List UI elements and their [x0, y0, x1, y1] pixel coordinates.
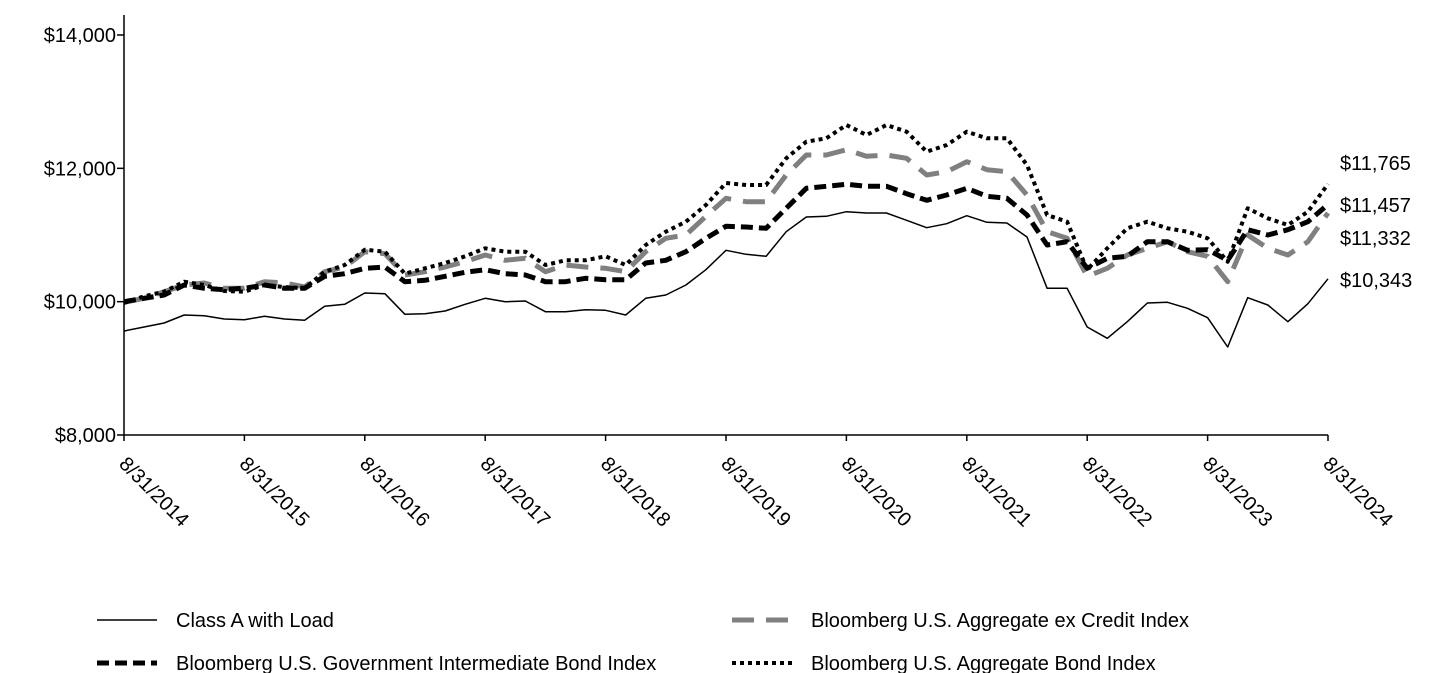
- y-tick-label: $14,000: [44, 25, 116, 47]
- legend-label: Class A with Load: [176, 610, 334, 632]
- x-tick-label: 8/31/2023: [1198, 453, 1276, 531]
- x-tick-label: 8/31/2014: [114, 453, 192, 531]
- x-tick-label: 8/31/2017: [476, 453, 554, 531]
- end-value-label: $11,332: [1340, 228, 1411, 250]
- x-tick-label: 8/31/2015: [235, 453, 313, 531]
- series-line: [123, 123, 1330, 305]
- legend-label: Bloomberg U.S. Government Intermediate B…: [176, 653, 656, 673]
- y-tick-label: $12,000: [44, 158, 116, 180]
- y-tick-label: $8,000: [55, 425, 116, 447]
- series-line: [123, 181, 1330, 305]
- legend-label: Bloomberg U.S. Aggregate Bond Index: [811, 653, 1156, 673]
- x-tick-label: 8/31/2016: [355, 453, 433, 531]
- series-line: [123, 147, 1331, 305]
- end-value-label: $11,457: [1340, 195, 1411, 217]
- x-tick-label: 8/31/2024: [1318, 453, 1396, 531]
- y-tick-label: $10,000: [44, 292, 116, 314]
- x-tick-label: 8/31/2018: [596, 453, 674, 531]
- end-value-label: $11,765: [1340, 153, 1411, 175]
- x-tick-label: 8/31/2020: [837, 453, 915, 531]
- x-tick-label: 8/31/2019: [716, 453, 794, 531]
- x-tick-label: 8/31/2021: [957, 453, 1035, 531]
- x-tick-label: 8/31/2022: [1078, 453, 1156, 531]
- legend-label: Bloomberg U.S. Aggregate ex Credit Index: [811, 610, 1189, 632]
- end-value-label: $10,343: [1340, 270, 1412, 292]
- series-line: [123, 210, 1329, 348]
